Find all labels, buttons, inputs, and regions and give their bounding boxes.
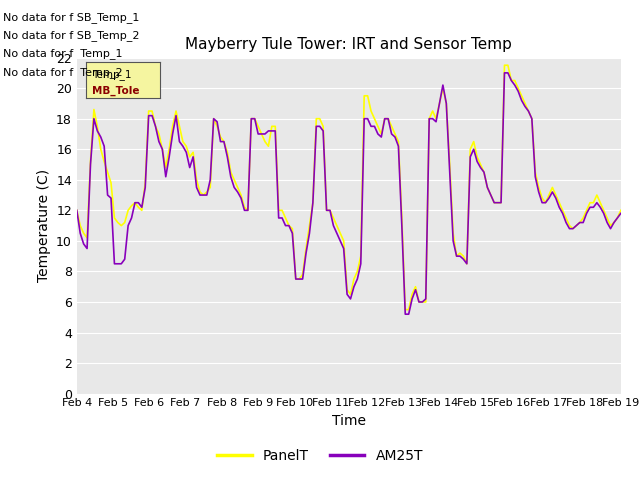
Text: MB_Tole: MB_Tole (92, 85, 140, 96)
Text: Temp_1: Temp_1 (92, 70, 132, 81)
X-axis label: Time: Time (332, 414, 366, 428)
Y-axis label: Temperature (C): Temperature (C) (36, 169, 51, 282)
Text: No data for f  Temp_1: No data for f Temp_1 (3, 48, 123, 60)
Text: No data for f SB_Temp_2: No data for f SB_Temp_2 (3, 30, 140, 41)
Title: Mayberry Tule Tower: IRT and Sensor Temp: Mayberry Tule Tower: IRT and Sensor Temp (186, 37, 512, 52)
Text: No data for f SB_Temp_1: No data for f SB_Temp_1 (3, 12, 140, 23)
Text: No data for f  Temp_2: No data for f Temp_2 (3, 67, 123, 78)
Legend: PanelT, AM25T: PanelT, AM25T (211, 443, 429, 468)
